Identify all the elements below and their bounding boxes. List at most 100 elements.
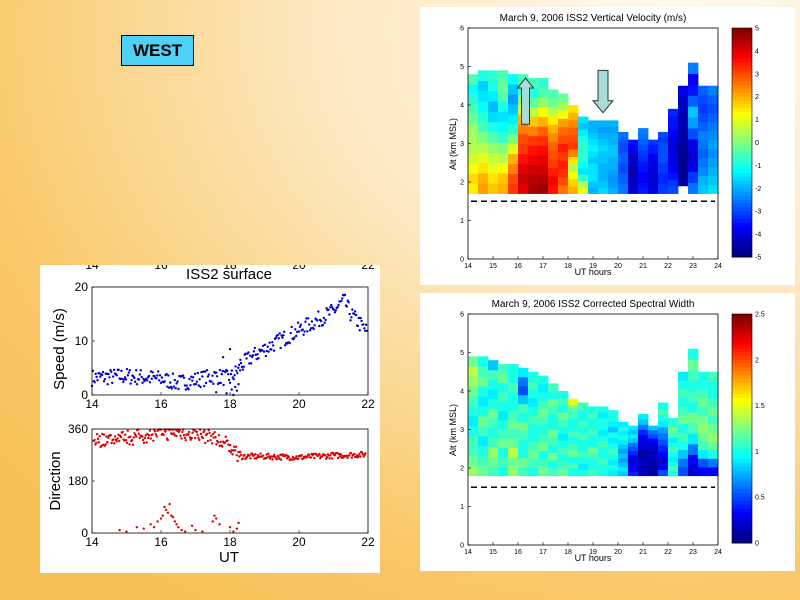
velocity-colorbar-segment	[732, 111, 752, 117]
speed-point	[160, 376, 164, 379]
spectral-width-cell	[608, 448, 619, 455]
direction-point	[116, 437, 119, 440]
speed-point	[230, 369, 234, 372]
speed-point	[257, 357, 260, 360]
velocity-colorbar-segment	[732, 253, 752, 258]
speed-point	[327, 308, 330, 311]
direction-point	[210, 442, 214, 445]
velocity-cell	[578, 122, 589, 130]
spectral-width-x-tick-label: 23	[689, 549, 697, 556]
speed-point	[175, 382, 178, 385]
speed-y-label: Speed (m/s)	[51, 308, 68, 390]
velocity-cell	[708, 94, 719, 105]
direction-x-tick-label: 14	[85, 535, 99, 549]
velocity-cell	[518, 183, 529, 194]
direction-y-tick-label: 0	[81, 526, 88, 540]
velocity-cell	[688, 171, 699, 184]
direction-point	[279, 458, 283, 461]
spectral-width-cell	[518, 439, 529, 450]
velocity-cell	[618, 147, 629, 153]
velocity-cell	[488, 142, 499, 153]
velocity-cell	[468, 84, 479, 95]
velocity-colorbar-segment	[732, 153, 752, 159]
velocity-cell	[688, 73, 699, 85]
spectral-width-cell	[498, 466, 509, 477]
speed-point	[254, 353, 257, 357]
velocity-cell	[618, 167, 629, 174]
direction-point	[180, 437, 183, 440]
direction-point	[104, 443, 107, 446]
spectral-width-cell	[468, 445, 479, 457]
velocity-cell	[668, 158, 679, 166]
velocity-cell	[528, 183, 539, 194]
direction-point	[228, 526, 232, 529]
velocity-cell	[558, 185, 569, 194]
speed-point	[293, 336, 296, 339]
velocity-cell	[558, 118, 569, 128]
velocity-colorbar-segment	[732, 226, 752, 231]
speed-point	[187, 388, 190, 391]
speed-point	[139, 369, 142, 372]
direction-point	[147, 434, 151, 437]
spectral-width-cell	[648, 429, 659, 435]
velocity-cell	[658, 137, 669, 143]
speed-point	[220, 372, 223, 376]
spectral-width-cell	[508, 466, 519, 477]
velocity-cell	[508, 84, 519, 95]
direction-point	[135, 435, 138, 438]
velocity-cell	[598, 120, 609, 127]
spectral-width-cell	[538, 417, 549, 427]
velocity-cell	[558, 143, 569, 153]
speed-point	[229, 372, 233, 376]
velocity-cell	[558, 176, 569, 186]
spectral-width-cell	[608, 426, 619, 433]
direction-point	[128, 443, 131, 446]
velocity-cell	[608, 132, 619, 140]
spectral-width-cell	[698, 397, 709, 407]
spectral-width-colorbar-segment	[732, 382, 752, 388]
spectral-width-y-tick-label: 1	[460, 504, 464, 511]
direction-point	[197, 436, 200, 439]
velocity-cell	[688, 149, 699, 162]
spectral-width-cell	[558, 412, 569, 420]
velocity-colorbar-segment	[732, 115, 752, 121]
direction-point	[166, 511, 170, 514]
spectral-width-colorbar-segment	[732, 439, 752, 445]
speed-point	[295, 334, 298, 338]
spectral-width-cell	[558, 433, 569, 441]
velocity-cell	[658, 188, 669, 194]
velocity-colorbar-segment	[732, 47, 752, 52]
spectral-width-cell	[548, 414, 559, 423]
velocity-colorbar-segment	[732, 104, 752, 109]
spectral-width-colorbar-segment	[732, 371, 752, 376]
spectral-width-colorbar-segment	[732, 359, 752, 365]
direction-point	[95, 441, 98, 444]
velocity-cell	[498, 183, 509, 194]
speed-point	[202, 370, 205, 373]
spectral-width-cell	[598, 464, 609, 471]
spectral-width-cell	[628, 429, 639, 435]
speed-point	[321, 323, 325, 327]
velocity-colorbar-segment	[732, 142, 752, 147]
spectral-width-cell	[638, 465, 649, 471]
velocity-cell	[628, 153, 639, 159]
spectral-width-cell	[648, 433, 659, 439]
direction-point	[210, 434, 213, 438]
spectral-width-cell	[608, 432, 619, 438]
speed-point	[198, 378, 201, 381]
speed-point	[169, 381, 172, 384]
spectral-width-cell	[678, 432, 689, 442]
speed-point	[296, 321, 300, 324]
speed-point	[281, 336, 284, 339]
velocity-cell	[608, 163, 619, 170]
velocity-colorbar-segment	[732, 77, 752, 82]
spectral-width-cell	[608, 410, 619, 417]
direction-x-tick-label: 18	[223, 535, 237, 549]
direction-point	[130, 439, 134, 442]
speed-point	[93, 381, 96, 384]
speed-point	[360, 319, 363, 323]
velocity-cell	[578, 142, 589, 150]
speed-y-tick-label: 10	[75, 334, 89, 348]
speed-point	[318, 324, 321, 328]
direction-point	[106, 440, 109, 444]
